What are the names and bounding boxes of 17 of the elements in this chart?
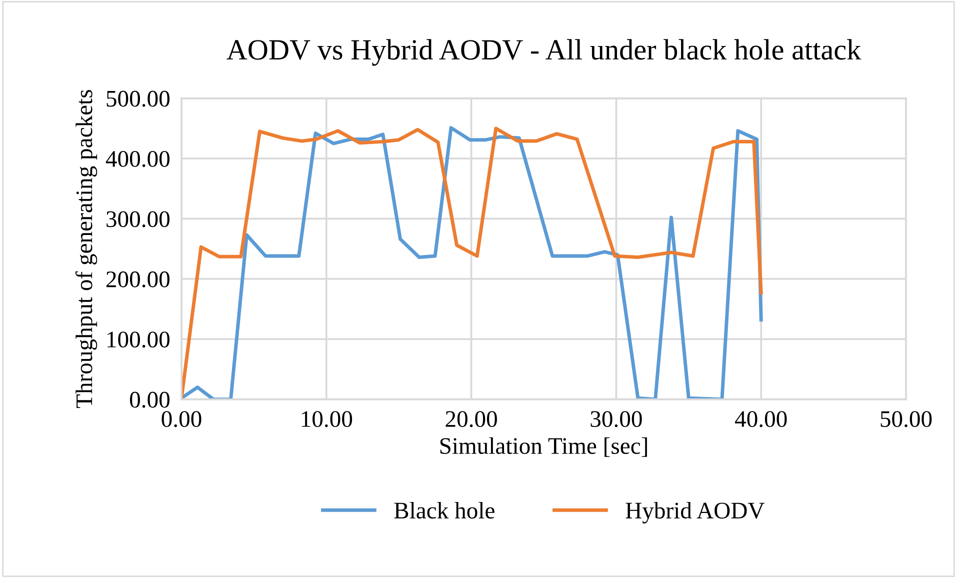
y-tick-label: 400.00 [106,150,170,168]
x-tick-label: 0.00 [162,411,202,428]
y-tick-label: 100.00 [108,332,170,348]
y-tick-label: 0.00 [130,392,170,408]
y-tick-label: 500.00 [106,90,170,107]
y-axis-title: Throughput of generating packets [75,90,98,408]
y-tick-label: 300.00 [106,211,170,228]
legend-label: Black hole [394,502,494,519]
y-tick-label: 200.00 [106,271,170,288]
x-axis-title: Simulation Time [sec] [440,437,647,457]
x-tick-label: 50.00 [880,411,932,428]
chart-title: AODV vs Hybrid AODV - All under black hole attack [226,39,862,66]
x-tick-label: 40.00 [735,411,787,428]
legend-label: Hybrid AODV [626,502,764,524]
x-tick-label: 20.00 [446,411,497,428]
x-tick-label: 10.00 [302,411,352,428]
x-tick-label: 30.00 [590,411,642,428]
